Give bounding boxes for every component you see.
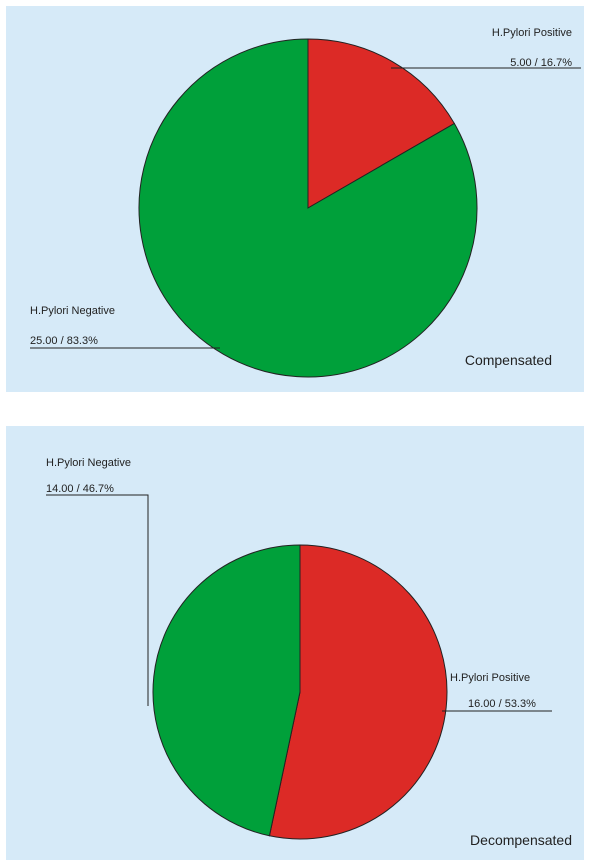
compensated-pie-chart: H.Pylori Positive 5.00 / 16.7% H.Pylori … [30,27,581,378]
compensated-chart-panel: H.Pylori Positive 5.00 / 16.7% H.Pylori … [6,6,584,392]
negative-slice-label: H.Pylori Negative [30,305,115,317]
pie-slice-h-pylori-negative [138,38,478,378]
positive-value-label: 16.00 / 53.3% [468,698,536,710]
positive-value-label: 5.00 / 16.7% [510,57,572,69]
pie-slice-h-pylori-negative [152,544,301,837]
pie-slice-h-pylori-positive [268,544,448,840]
compensated-pie [138,38,478,378]
chart-caption: Compensated [465,352,552,368]
decompensated-chart-panel: H.Pylori Negative 14.00 / 46.7% H.Pylori… [6,426,584,860]
negative-value-label: 14.00 / 46.7% [46,483,114,495]
decompensated-pie-chart: H.Pylori Negative 14.00 / 46.7% H.Pylori… [46,457,572,848]
pie-slice-h-pylori-positive [307,38,456,209]
chart-caption: Decompensated [470,832,572,848]
negative-value-label: 25.00 / 83.3% [30,335,98,347]
negative-slice-label: H.Pylori Negative [46,457,131,469]
positive-slice-label: H.Pylori Positive [450,672,530,684]
positive-slice-label: H.Pylori Positive [492,27,572,39]
decompensated-pie [152,544,448,840]
negative-leader-line [46,494,149,706]
